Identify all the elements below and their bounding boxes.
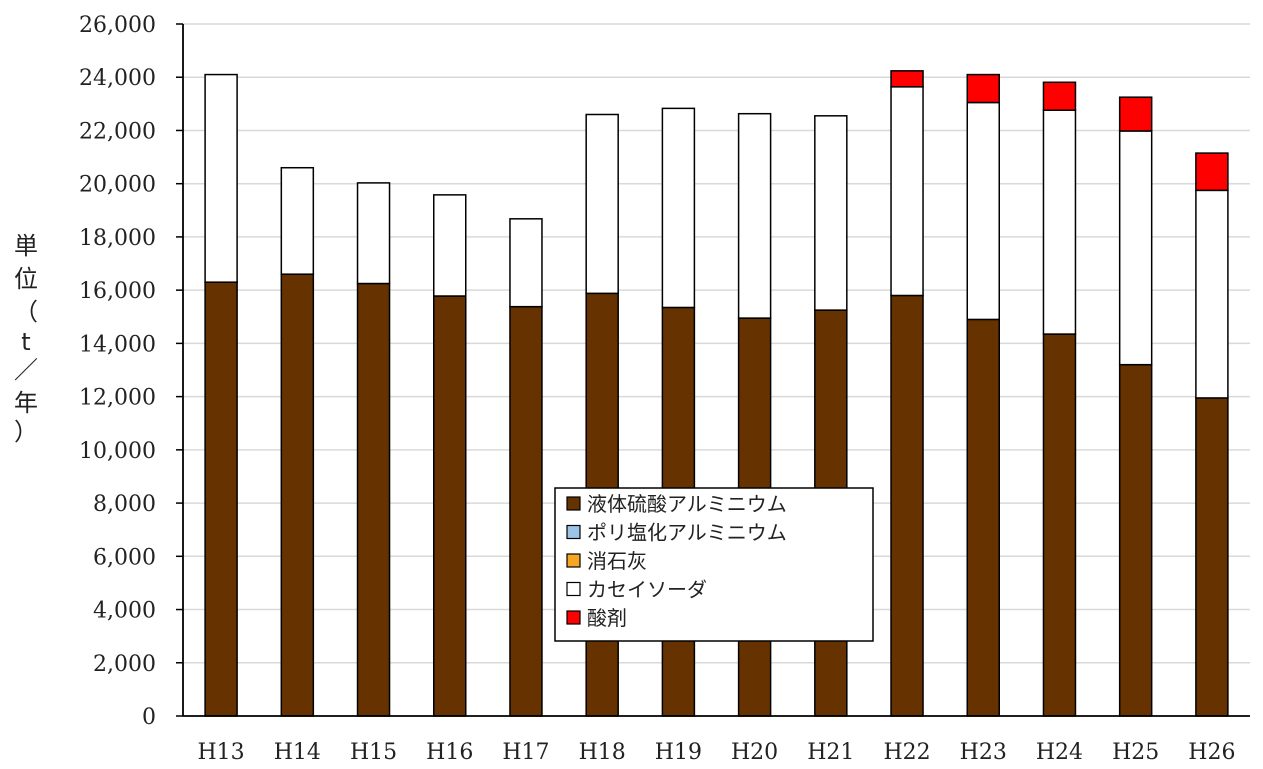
x-tick-label: H13 <box>198 740 245 765</box>
x-tick-label: H16 <box>426 740 473 765</box>
bar-segment-H22-4 <box>890 70 924 88</box>
y-tick-labels: 0 2,000 4,000 6,000 8,000 10,000 12,000 14,000 1… <box>79 13 156 730</box>
y-axis-label-char: ／ <box>14 356 38 384</box>
x-tick-label: H24 <box>1036 740 1083 765</box>
bar-segment-H14-0 <box>280 273 315 717</box>
y-axis-label-char: t <box>21 328 30 356</box>
y-axis-label-char: 位 <box>14 265 38 293</box>
y-tick-label: 2,000 <box>93 652 156 677</box>
y-tick-label: 16,000 <box>79 279 156 304</box>
x-tick-label: H20 <box>731 740 778 765</box>
legend-swatch <box>566 524 581 540</box>
x-tick-label: H21 <box>807 740 854 765</box>
legend-label: 液体硫酸アルミニウム <box>587 492 787 516</box>
legend-swatch <box>566 496 581 511</box>
bar-segment-H26-3 <box>1195 189 1229 399</box>
legend-box <box>554 487 874 642</box>
y-tick-label: 10,000 <box>79 439 156 464</box>
y-tick-label: 6,000 <box>93 545 156 570</box>
x-tick-label: H19 <box>655 740 702 765</box>
bar-segment-H17-0 <box>509 305 543 717</box>
bars <box>204 70 1229 717</box>
x-tick-label: H25 <box>1112 740 1159 765</box>
y-tick-label: 22,000 <box>79 119 156 144</box>
x-tick-label: H26 <box>1188 740 1235 765</box>
legend-label: カセイソーダ <box>587 578 707 602</box>
legend-swatch <box>566 553 581 568</box>
bar-segment-H26-0 <box>1195 397 1229 717</box>
legend-swatch <box>566 581 581 597</box>
x-tick-label: H22 <box>883 740 930 765</box>
x-tick-label: H14 <box>274 740 321 765</box>
x-tick-label: H15 <box>350 740 397 765</box>
bar-segment-H22-0 <box>890 294 924 717</box>
y-axis-label-char: 単 <box>14 232 38 260</box>
y-axis-label-char: ） <box>14 418 38 446</box>
bar-segment-H25-0 <box>1118 363 1153 717</box>
bar-segment-H15-3 <box>356 182 391 285</box>
bar-segment-H24-0 <box>1042 333 1077 717</box>
bar-segment-H25-3 <box>1118 130 1153 366</box>
bar-segment-H13-3 <box>204 73 238 283</box>
bar-segment-H16-0 <box>433 295 467 717</box>
y-tick-label: 8,000 <box>93 492 156 517</box>
bar-segment-H13-0 <box>204 281 238 717</box>
x-tick-label: H17 <box>502 740 549 765</box>
bar-segment-H16-3 <box>433 194 467 297</box>
bar-segment-H17-3 <box>509 218 543 308</box>
y-axis-label: 単位 （t／ 年） <box>14 232 38 446</box>
bar-segment-H14-3 <box>280 166 315 275</box>
y-tick-label: 14,000 <box>79 332 156 357</box>
legend-label: ポリ塩化アルミニウム <box>587 521 787 545</box>
y-tick-label: 26,000 <box>79 13 156 38</box>
bar-segment-H22-3 <box>890 86 924 297</box>
y-tick-label: 18,000 <box>79 226 156 251</box>
x-tick-label: H18 <box>579 740 626 765</box>
axes <box>182 24 1250 717</box>
bar-segment-H24-4 <box>1042 81 1077 111</box>
y-tick-label: 4,000 <box>93 599 156 624</box>
bar-segment-H20-3 <box>737 112 772 319</box>
bar-segment-H15-0 <box>356 282 391 717</box>
y-tick-label: 20,000 <box>79 173 156 198</box>
y-axis-label-char: 年 <box>14 389 38 417</box>
legend-label: 酸剤 <box>587 606 627 630</box>
bar-segment-H23-0 <box>966 318 1000 717</box>
legend-label: 消石灰 <box>587 549 647 573</box>
y-axis-label-char: （ <box>14 298 38 326</box>
bar-segment-H21-3 <box>814 115 848 311</box>
bar-segment-H23-3 <box>966 101 1000 321</box>
bar-segment-H24-3 <box>1042 109 1077 335</box>
bar-segment-H19-3 <box>661 107 696 309</box>
bar-segment-H25-4 <box>1118 96 1153 132</box>
y-tick-label: 12,000 <box>79 386 156 411</box>
legend-swatch <box>566 610 581 625</box>
x-tick-label: H23 <box>960 740 1007 765</box>
y-tick-label: 0 <box>142 705 156 730</box>
x-tick-labels: H13 H14 H15 H16 H17 H18 H19 H20 H21 H22 H23 H24 H25 H… <box>198 740 1236 765</box>
bar-segment-H23-4 <box>966 73 1000 104</box>
bar-segment-H26-4 <box>1195 152 1229 192</box>
y-tick-label: 24,000 <box>79 66 156 91</box>
bar-segment-H18-3 <box>585 113 619 295</box>
